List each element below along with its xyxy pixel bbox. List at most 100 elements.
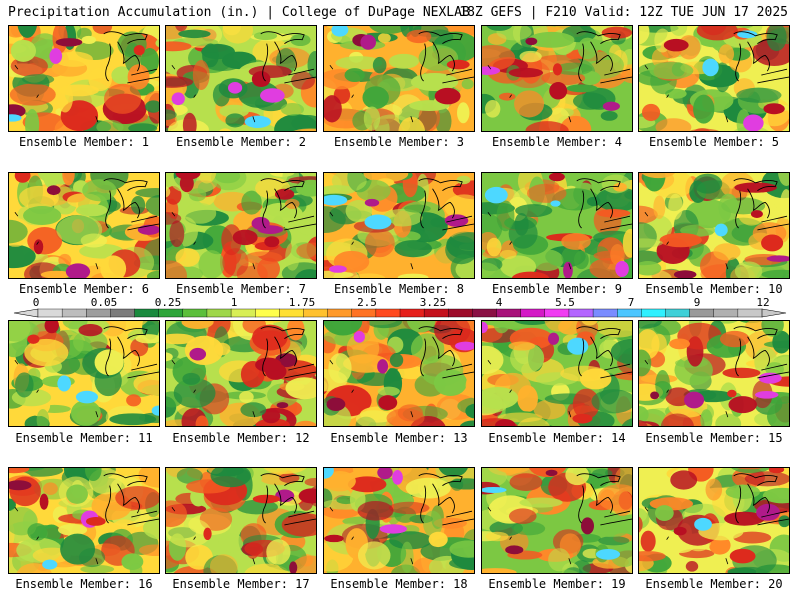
- great-lakes-outline: [733, 473, 789, 526]
- ensemble-member-label: Ensemble Member: 19: [488, 577, 626, 591]
- precip-field-map: [9, 468, 159, 573]
- great-lakes-outline: [733, 178, 789, 231]
- ensemble-panel: [638, 172, 790, 279]
- ensemble-panel: [8, 25, 160, 132]
- precip-field-map: [639, 26, 789, 131]
- ensemble-panel: [481, 320, 633, 427]
- ensemble-member-label: Ensemble Member: 4: [491, 135, 623, 149]
- great-lakes-outline: [103, 473, 159, 526]
- colorbar-swatch: [158, 308, 184, 318]
- colorbar-swatch: [61, 308, 87, 318]
- colorbar-tick-label: 3.25: [419, 296, 447, 309]
- great-lakes-outline: [576, 178, 632, 231]
- precip-field-map: [324, 26, 474, 131]
- colorbar-tick-label: 5.5: [555, 296, 575, 309]
- great-lakes-outline: [576, 31, 632, 84]
- ensemble-member-label: Ensemble Member: 9: [491, 282, 623, 296]
- great-lakes-outline: [103, 31, 159, 84]
- precip-field-map: [324, 321, 474, 426]
- great-lakes-outline: [418, 473, 474, 526]
- colorbar-tick-label: 0.25: [154, 296, 182, 309]
- ensemble-panel: [165, 467, 317, 574]
- great-lakes-outline: [260, 326, 316, 379]
- ensemble-member-label: Ensemble Member: 14: [488, 431, 626, 445]
- ensemble-panel: [8, 467, 160, 574]
- great-lakes-outline: [418, 31, 474, 84]
- ensemble-panel: [323, 172, 475, 279]
- great-lakes-outline: [103, 178, 159, 231]
- colorbar-right-arrow: [761, 308, 787, 318]
- precip-field-map: [9, 321, 159, 426]
- ensemble-panel: [638, 25, 790, 132]
- colorbar-swatch: [206, 308, 232, 318]
- precip-field-map: [166, 173, 316, 278]
- ensemble-member-label: Ensemble Member: 16: [15, 577, 153, 591]
- precip-field-map: [639, 321, 789, 426]
- ensemble-panel: [8, 172, 160, 279]
- colorbar-swatch: [544, 308, 570, 318]
- colorbar-left-arrow: [13, 308, 39, 318]
- colorbar-swatch: [423, 308, 449, 318]
- colorbar-swatch: [182, 308, 208, 318]
- great-lakes-outline: [576, 326, 632, 379]
- colorbar-tick-label: 4: [495, 296, 503, 309]
- great-lakes-outline: [260, 473, 316, 526]
- ensemble-panel: [323, 25, 475, 132]
- great-lakes-outline: [260, 178, 316, 231]
- colorbar: [13, 308, 787, 318]
- colorbar-swatch: [568, 308, 594, 318]
- colorbar-swatch: [110, 308, 136, 318]
- precip-field-map: [166, 321, 316, 426]
- colorbar-swatch: [520, 308, 546, 318]
- ensemble-member-label: Ensemble Member: 10: [645, 282, 783, 296]
- ensemble-panel: [323, 320, 475, 427]
- colorbar-swatch: [327, 308, 353, 318]
- colorbar-tick-label: 0: [32, 296, 40, 309]
- ensemble-panel: [638, 467, 790, 574]
- ensemble-panel: [8, 320, 160, 427]
- ensemble-member-label: Ensemble Member: 18: [330, 577, 468, 591]
- colorbar-swatch: [134, 308, 160, 318]
- ensemble-member-label: Ensemble Member: 2: [175, 135, 307, 149]
- ensemble-member-label: Ensemble Member: 20: [645, 577, 783, 591]
- precip-field-map: [324, 468, 474, 573]
- ensemble-member-label: Ensemble Member: 5: [648, 135, 780, 149]
- ensemble-panel: [165, 172, 317, 279]
- colorbar-swatch: [641, 308, 666, 318]
- colorbar-swatch: [37, 308, 63, 318]
- ensemble-panel: [481, 25, 633, 132]
- colorbar-swatch: [665, 308, 691, 318]
- precip-field-map: [482, 468, 632, 573]
- ensemble-member-label: Ensemble Member: 11: [15, 431, 153, 445]
- precip-field-map: [639, 468, 789, 573]
- colorbar-swatch: [303, 308, 329, 318]
- ensemble-panel: [481, 172, 633, 279]
- precip-field-map: [166, 468, 316, 573]
- precip-field-map: [9, 173, 159, 278]
- precip-field-map: [166, 26, 316, 131]
- colorbar-tick-label: 1: [230, 296, 238, 309]
- colorbar-swatch: [279, 308, 304, 318]
- colorbar-swatch: [472, 308, 498, 318]
- great-lakes-outline: [733, 31, 789, 84]
- colorbar-tick-label: 12: [756, 296, 770, 309]
- ensemble-panel: [165, 320, 317, 427]
- precip-field-map: [9, 26, 159, 131]
- great-lakes-outline: [576, 473, 632, 526]
- colorbar-swatch: [399, 308, 425, 318]
- ensemble-member-label: Ensemble Member: 8: [333, 282, 465, 296]
- precip-field-map: [639, 173, 789, 278]
- great-lakes-outline: [418, 178, 474, 231]
- ensemble-panel: [481, 467, 633, 574]
- colorbar-swatch: [617, 308, 642, 318]
- colorbar-tick-label: 0.05: [90, 296, 118, 309]
- colorbar-tick-label: 7: [627, 296, 635, 309]
- colorbar-swatch: [689, 308, 715, 318]
- precip-field-map: [482, 173, 632, 278]
- colorbar-swatch: [351, 308, 377, 318]
- run-valid-time: 18Z GEFS | F210 Valid: 12Z TUE JUN 17 20…: [459, 5, 788, 20]
- colorbar-swatch: [713, 308, 739, 318]
- ensemble-member-label: Ensemble Member: 13: [330, 431, 468, 445]
- precip-field-map: [482, 321, 632, 426]
- great-lakes-outline: [733, 326, 789, 379]
